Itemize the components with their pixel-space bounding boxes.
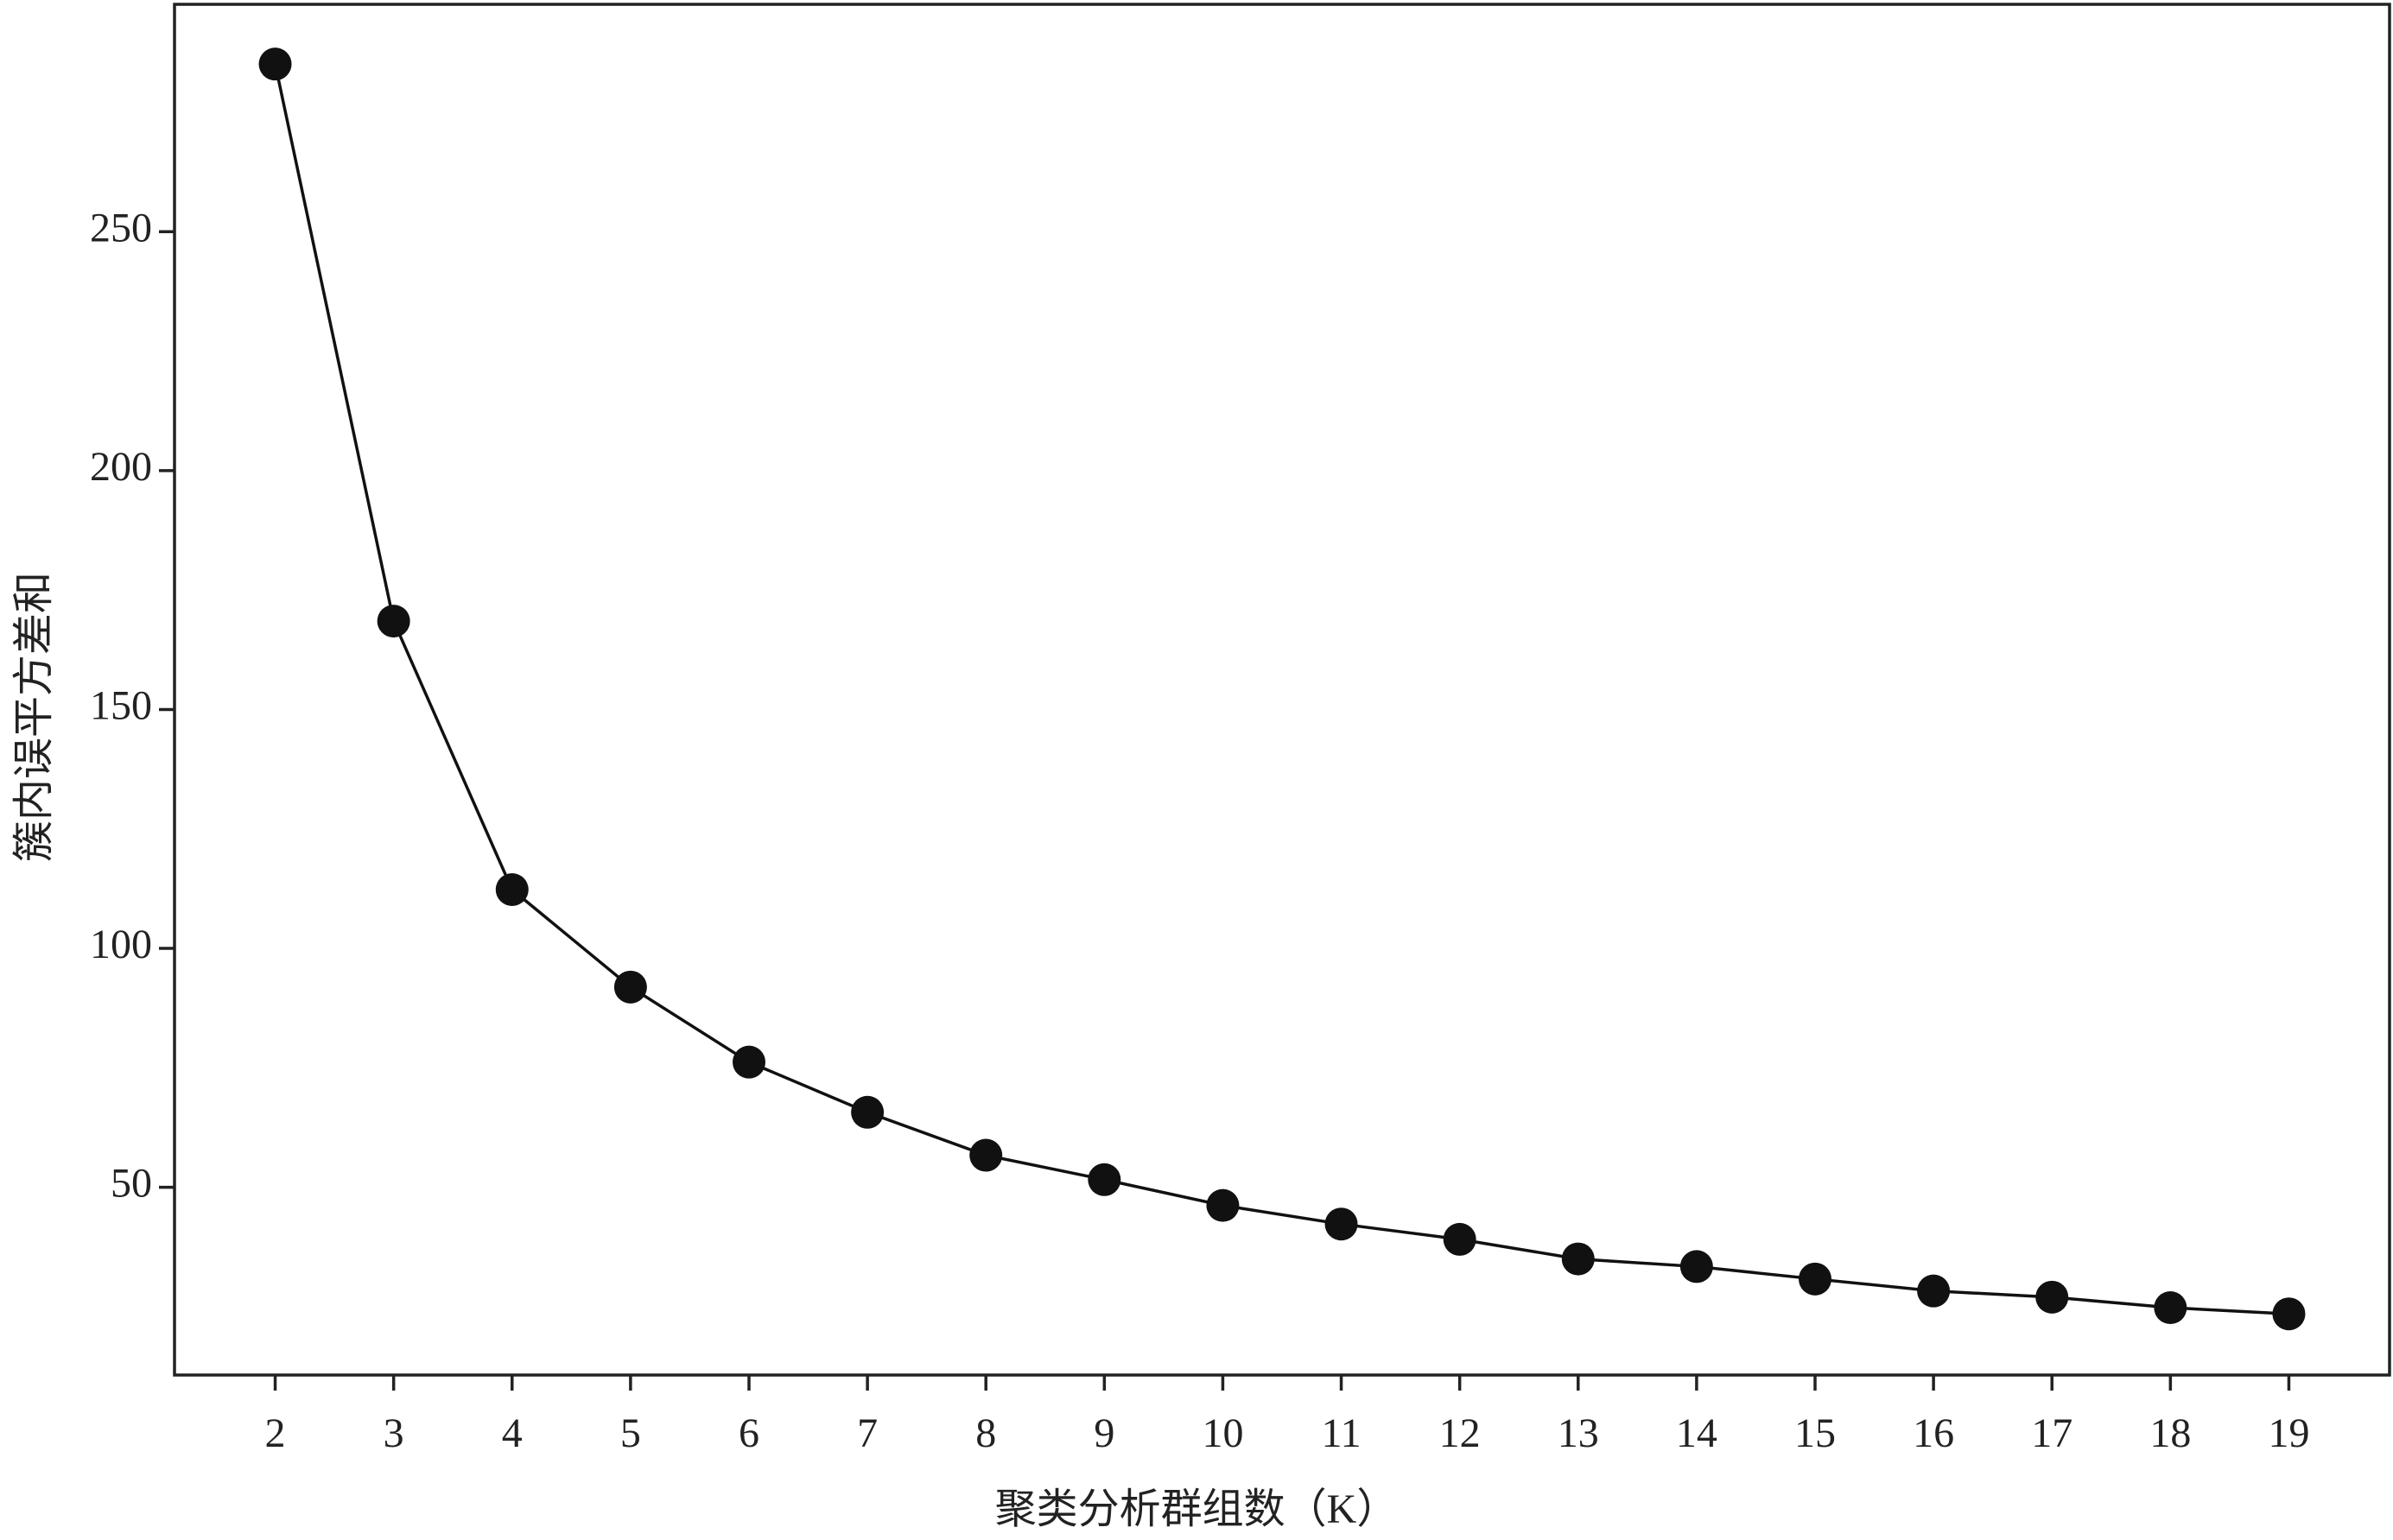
x-axis-label: 聚类分析群组数（K） [995,1486,1399,1532]
data-point [2272,1297,2306,1331]
x-tick-label: 13 [1558,1410,1599,1456]
data-point [1799,1262,1832,1296]
data-point [377,605,410,638]
data-point [1206,1188,1240,1222]
data-point [613,970,647,1004]
x-tick-label: 14 [1676,1410,1717,1456]
x-tick-label: 9 [1094,1410,1114,1456]
data-point [1324,1207,1358,1241]
x-tick-label: 8 [975,1410,996,1456]
data-point [1679,1250,1713,1283]
data-point [495,872,529,906]
x-tick-label: 7 [857,1410,878,1456]
data-point [732,1045,765,1079]
data-point [258,48,292,81]
data-point [2035,1280,2069,1314]
x-tick-label: 2 [265,1410,286,1456]
plot-frame [173,3,2391,1377]
data-point [1088,1163,1121,1196]
x-tick-label: 15 [1794,1410,1836,1456]
y-tick-label: 100 [90,922,152,967]
y-tick-label: 250 [90,205,152,250]
x-tick-label: 4 [502,1410,523,1456]
x-tick-label: 3 [384,1410,404,1456]
data-point [2154,1291,2187,1325]
y-tick-label: 200 [90,444,152,490]
x-tick-label: 16 [1913,1410,1954,1456]
data-point [1561,1242,1595,1276]
y-tick-label: 150 [90,682,152,728]
x-tick-label: 12 [1439,1410,1481,1456]
x-tick-label: 5 [620,1410,641,1456]
data-point [1917,1274,1951,1308]
x-tick-label: 19 [2268,1410,2309,1456]
y-tick-label: 50 [111,1161,152,1207]
y-axis-label: 簇内误平方差和 [11,572,57,862]
series-line [273,63,2289,1315]
x-tick-label: 6 [739,1410,759,1456]
x-tick-label: 10 [1202,1410,1243,1456]
x-tick-label: 17 [2031,1410,2072,1456]
data-point [1443,1222,1476,1256]
data-point [851,1095,885,1129]
x-tick-label: 11 [1321,1410,1361,1456]
x-tick-label: 18 [2149,1410,2191,1456]
data-point [969,1138,1003,1172]
